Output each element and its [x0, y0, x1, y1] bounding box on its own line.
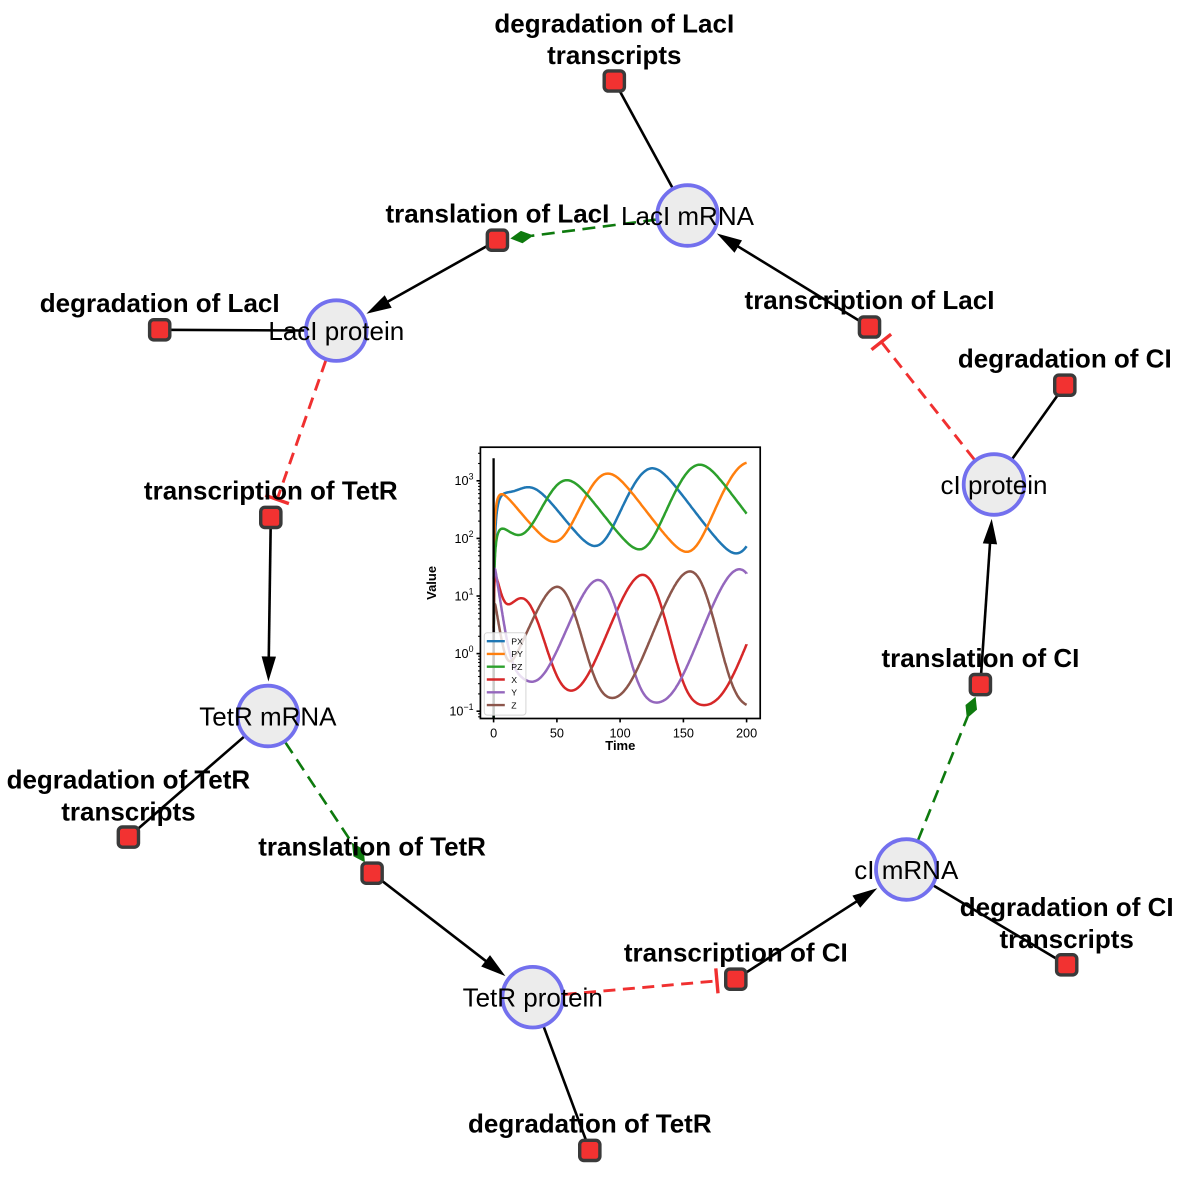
svg-text:translation of TetR: translation of TetR	[258, 831, 486, 861]
svg-text:transcripts: transcripts	[61, 796, 195, 826]
svg-text:Time: Time	[605, 738, 635, 753]
svg-text:translation of LacI: translation of LacI	[385, 198, 609, 228]
svg-text:LacI mRNA: LacI mRNA	[621, 201, 755, 231]
svg-text:100: 100	[610, 726, 631, 740]
svg-text:150: 150	[673, 726, 694, 740]
svg-text:degradation of LacI: degradation of LacI	[40, 288, 280, 318]
svg-text:X: X	[511, 675, 517, 685]
svg-text:degradation of CI: degradation of CI	[958, 343, 1172, 373]
svg-text:translation of CI: translation of CI	[881, 643, 1079, 673]
svg-text:degradation of TetR: degradation of TetR	[468, 1109, 712, 1139]
svg-text:Z: Z	[511, 700, 517, 710]
svg-text:LacI protein: LacI protein	[268, 316, 404, 346]
svg-text:transcription of TetR: transcription of TetR	[144, 476, 398, 506]
svg-text:transcription of CI: transcription of CI	[624, 937, 848, 967]
svg-text:PZ: PZ	[511, 662, 523, 672]
svg-text:cI protein: cI protein	[941, 470, 1048, 500]
svg-text:PX: PX	[511, 637, 523, 647]
svg-text:transcripts: transcripts	[1000, 924, 1134, 954]
svg-text:degradation of TetR: degradation of TetR	[7, 765, 251, 795]
svg-text:transcription of LacI: transcription of LacI	[745, 285, 995, 315]
svg-text:TetR protein: TetR protein	[463, 983, 603, 1013]
svg-text:50: 50	[550, 726, 564, 740]
svg-text:degradation of LacI: degradation of LacI	[494, 8, 734, 38]
svg-text:Value: Value	[424, 566, 439, 600]
svg-text:Y: Y	[511, 688, 517, 698]
svg-text:PY: PY	[511, 649, 523, 659]
svg-text:cI mRNA: cI mRNA	[854, 855, 959, 885]
svg-text:degradation of CI: degradation of CI	[960, 892, 1174, 922]
svg-text:TetR mRNA: TetR mRNA	[199, 701, 337, 731]
svg-text:0: 0	[490, 726, 497, 740]
svg-text:200: 200	[736, 726, 757, 740]
svg-text:transcripts: transcripts	[547, 40, 681, 70]
